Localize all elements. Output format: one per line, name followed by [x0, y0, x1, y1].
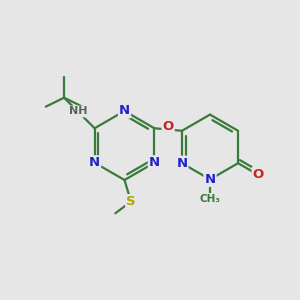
- Text: N: N: [176, 157, 188, 170]
- Text: O: O: [163, 120, 174, 133]
- Text: NH: NH: [69, 106, 87, 116]
- Text: O: O: [253, 167, 264, 181]
- Text: N: N: [89, 156, 100, 169]
- Text: CH₃: CH₃: [200, 194, 220, 204]
- Text: N: N: [149, 156, 160, 169]
- Text: N: N: [204, 173, 216, 186]
- Text: N: N: [119, 104, 130, 118]
- Text: S: S: [126, 195, 136, 208]
